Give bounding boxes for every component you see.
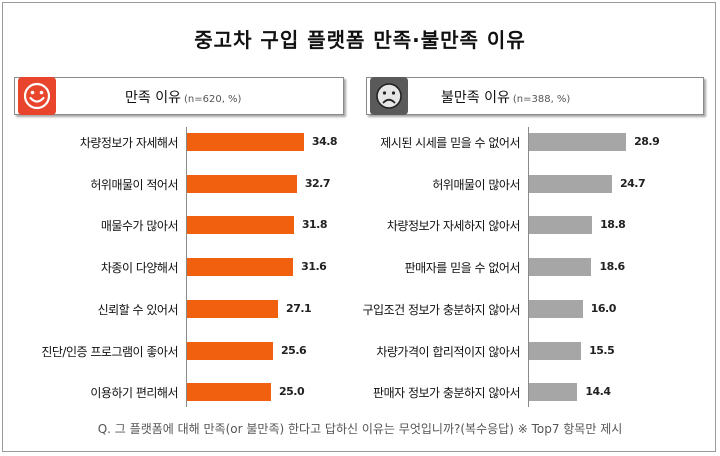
- satisfied-value-label: 27.1: [286, 301, 312, 315]
- frowning-face-icon: [370, 77, 408, 115]
- dissatisfied-category-label: 판매자 정보가 충분하지 않아서: [373, 386, 520, 401]
- dissatisfied-bar: [529, 174, 612, 193]
- satisfied-panel-label: 만족 이유 (n=620, %): [125, 87, 241, 107]
- satisfied-bar: [187, 383, 271, 402]
- satisfied-category-label: 차량정보가 자세해서: [79, 136, 179, 150]
- dissatisfied-value-label: 18.6: [599, 260, 625, 274]
- chart-title: 중고차 구입 플랫폼 만족·불만족 이유: [194, 28, 526, 52]
- dissatisfied-category-label: 허위매물이 많아서: [432, 177, 520, 192]
- satisfied-value-label: 25.6: [281, 343, 307, 357]
- satisfied-panel-subtitle: (n=620, %): [183, 94, 242, 105]
- satisfied-bar: [187, 341, 274, 360]
- smiley-face-icon: [18, 77, 56, 115]
- dissatisfied-panel-title: 불만족 이유: [441, 90, 510, 106]
- dissatisfied-bar: [529, 383, 578, 402]
- satisfied-axis-line: [186, 127, 187, 408]
- dissatisfied-category-label: 차량가격이 합리적이지 않아서: [376, 344, 520, 359]
- satisfied-category-label: 매물수가 많아서: [100, 219, 179, 234]
- dissatisfied-panel-subtitle: (n=388, %): [512, 94, 571, 105]
- dissatisfied-bar: [529, 258, 592, 277]
- dissatisfied-category-label: 판매자를 믿을 수 없어서: [404, 261, 521, 276]
- dissatisfied-category-label: 제시된 시세를 믿을 수 없어서: [380, 136, 520, 150]
- dissatisfied-value-label: 28.9: [634, 135, 660, 148]
- dissatisfied-category-label: 구입조건 정보가 충분하지 않아서: [362, 302, 520, 317]
- satisfied-bar: [187, 299, 279, 318]
- satisfied-bar: [187, 216, 294, 235]
- satisfied-value-label: 34.8: [311, 135, 338, 148]
- satisfied-category-label: 신뢰할 수 있어서: [97, 302, 179, 317]
- dissatisfied-bar: [529, 216, 593, 235]
- satisfied-category-label: 허위매물이 적어서: [90, 177, 178, 192]
- dissatisfied-value-label: 18.8: [600, 218, 626, 232]
- satisfied-bar: [187, 258, 294, 277]
- footnote: Q. 그 플랫폼에 대해 만족(or 불만족) 한다고 답하신 이유는 무엇입니…: [97, 422, 623, 436]
- dissatisfied-axis-line: [528, 127, 529, 408]
- dissatisfied-bar: [529, 341, 582, 360]
- satisfied-bar: [187, 133, 304, 151]
- dissatisfied-category-label: 차량정보가 자세하지 않아서: [386, 219, 521, 234]
- satisfied-category-label: 진단/인증 프로그램이 좋아서: [41, 344, 178, 359]
- dissatisfied-bar: [529, 299, 583, 318]
- satisfied-value-label: 31.8: [301, 218, 328, 232]
- dissatisfied-value-label: 16.0: [590, 301, 617, 315]
- satisfied-value-label: 31.6: [301, 260, 327, 274]
- satisfied-panel-title: 만족 이유: [125, 90, 181, 106]
- dissatisfied-bar: [529, 133, 627, 151]
- dissatisfied-value-label: 15.5: [589, 343, 615, 357]
- satisfied-value-label: 32.7: [304, 176, 331, 190]
- satisfied-category-label: 차종이 다양해서: [100, 261, 179, 276]
- dissatisfied-value-label: 24.7: [619, 176, 646, 190]
- satisfied-bar: [187, 174, 297, 193]
- satisfied-value-label: 25.0: [279, 385, 305, 399]
- dissatisfied-value-label: 14.4: [585, 385, 611, 399]
- satisfied-category-label: 이용하기 편리해서: [90, 386, 178, 401]
- satisfied-panel-header: 만족 이유 (n=620, %): [14, 77, 344, 115]
- dissatisfied-panel-header: 불만족 이유 (n=388, %): [366, 77, 704, 115]
- dissatisfied-panel-label: 불만족 이유 (n=388, %): [441, 87, 570, 107]
